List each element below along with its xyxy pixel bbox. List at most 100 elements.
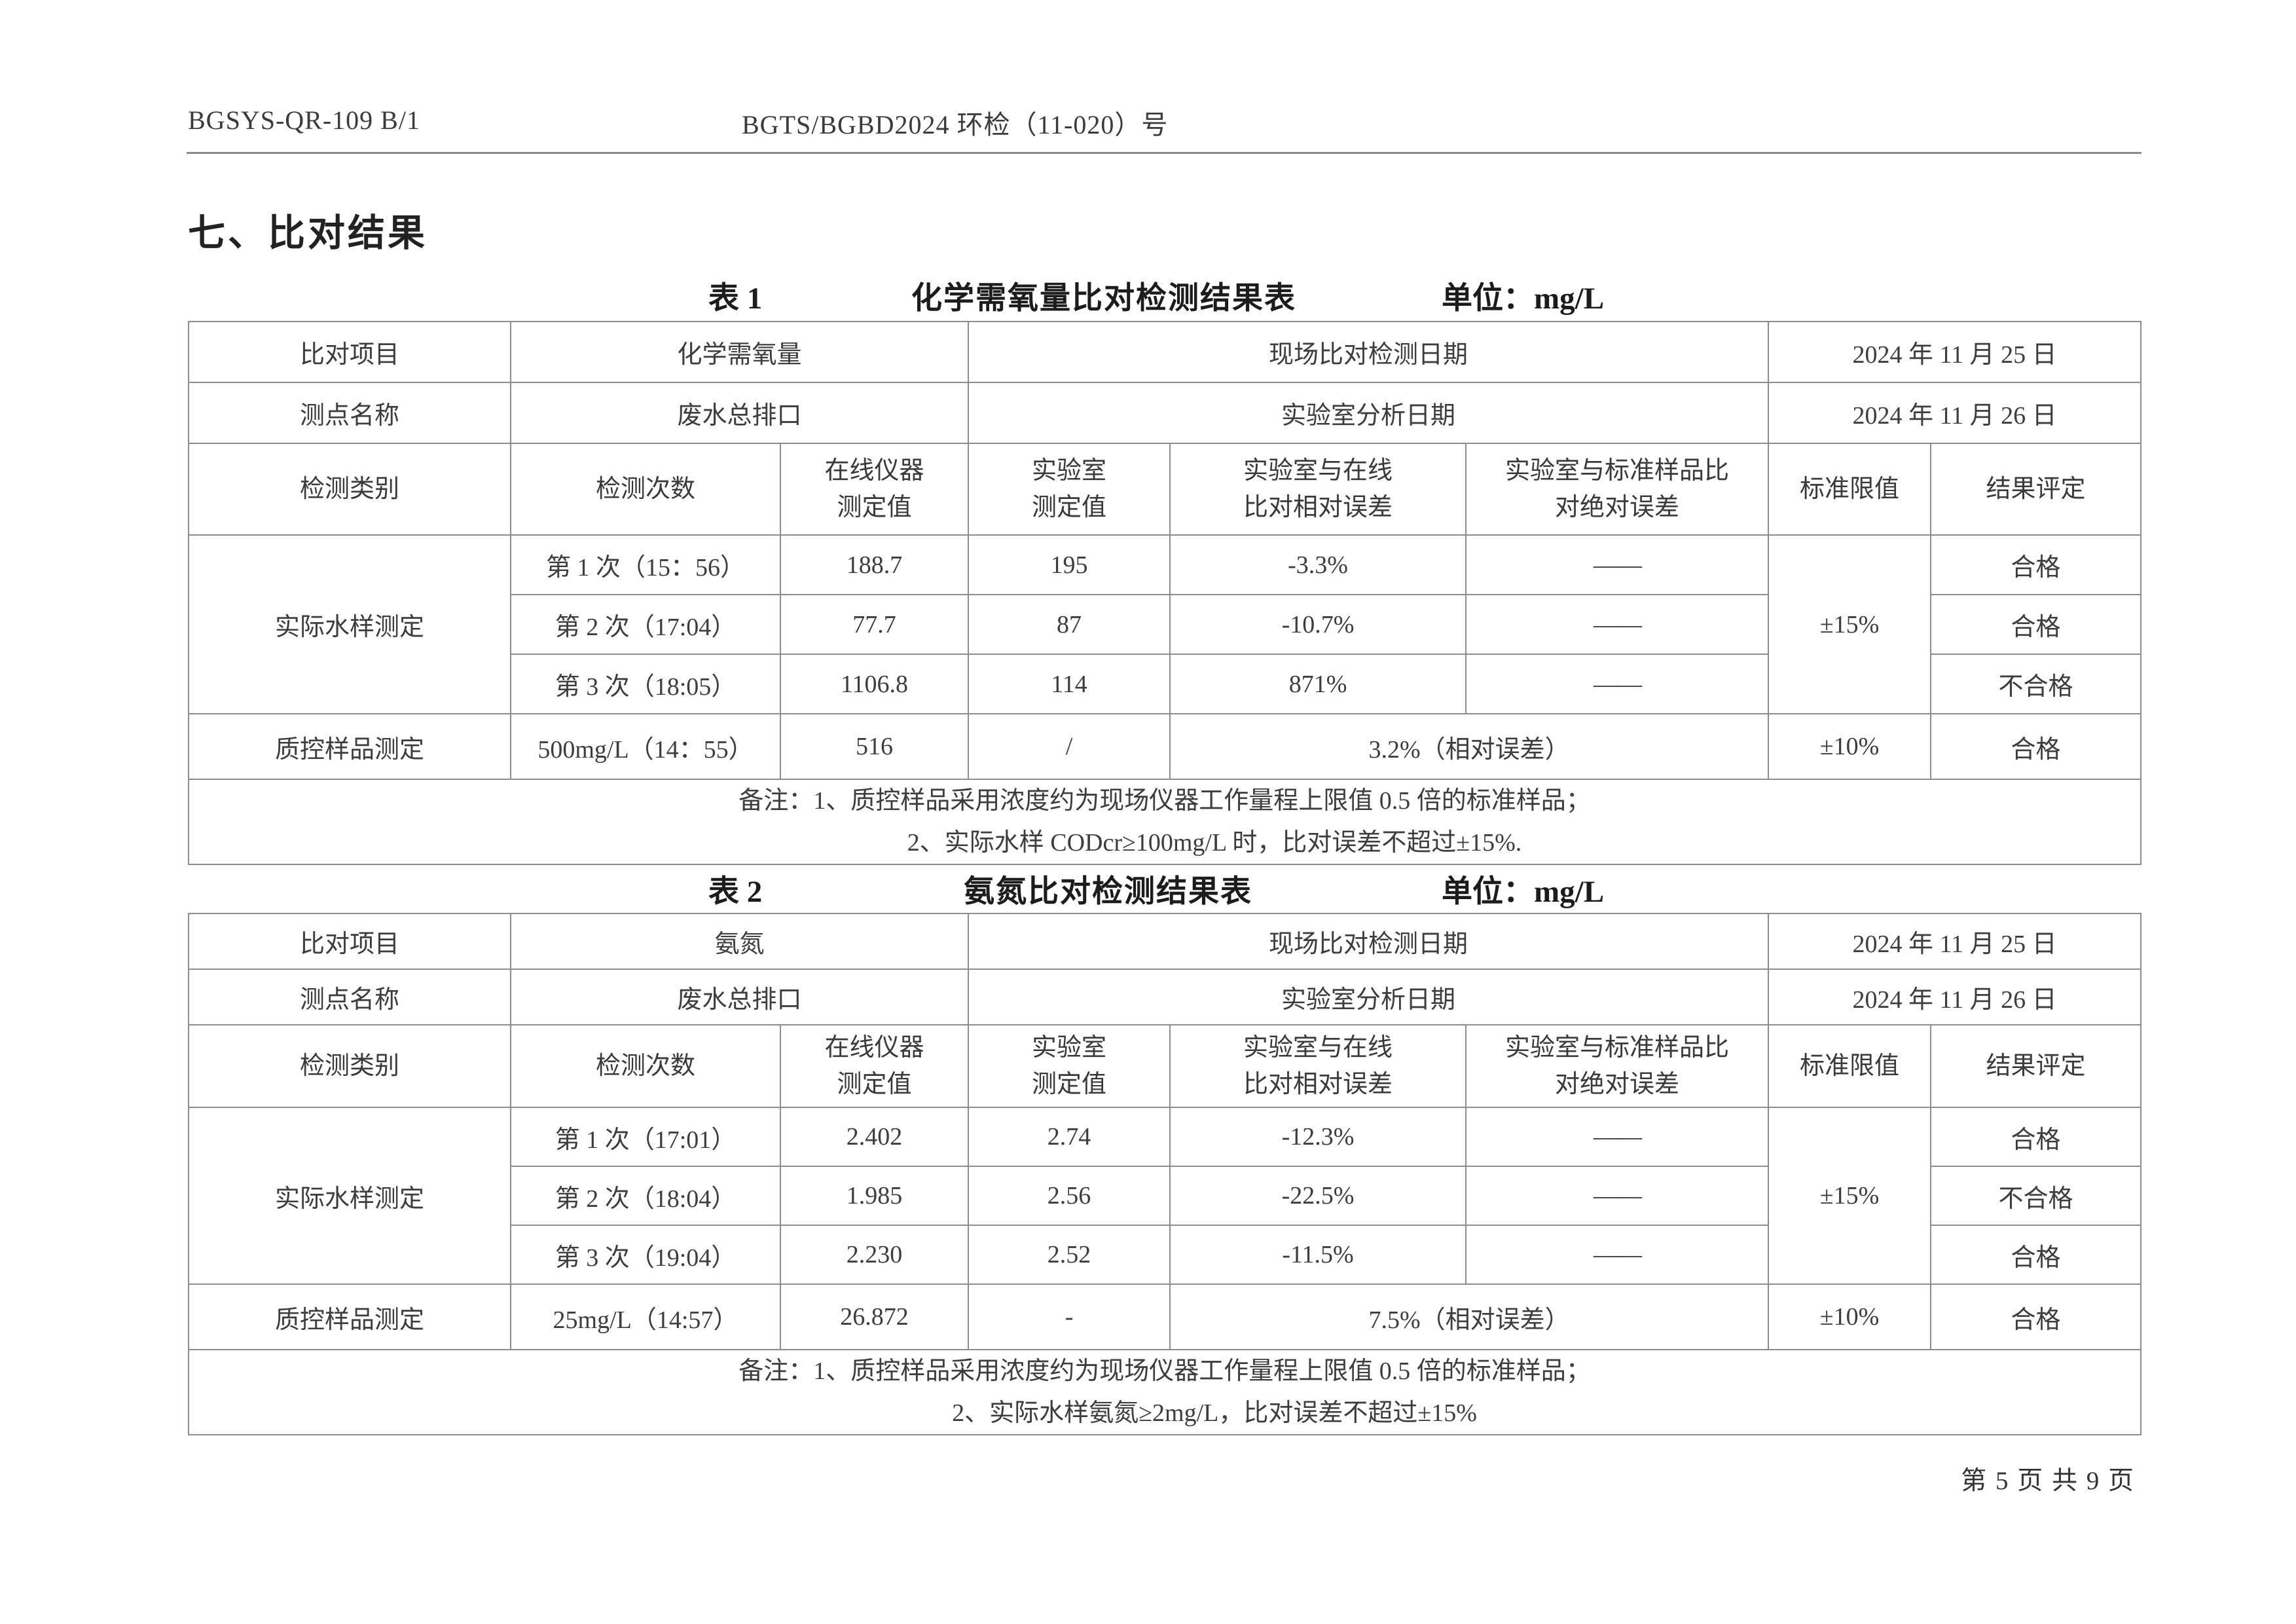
info-date: 2024 年 11 月 26 日 xyxy=(1768,382,2142,444)
ammonia-comparison-table: 比对项目 氨氮 现场比对检测日期 2024 年 11 月 25 日 测点名称 废… xyxy=(187,913,2142,1435)
cell-result: 合格 xyxy=(1930,713,2142,780)
info-date: 2024 年 11 月 26 日 xyxy=(1768,969,2142,1025)
info-value: 氨氮 xyxy=(509,913,970,970)
cell-online-value: 1106.8 xyxy=(779,654,970,714)
cell-relative-error: -11.5% xyxy=(1169,1225,1467,1285)
cell-seq: 第 1 次（15：56） xyxy=(510,534,781,595)
cell-seq: 第 3 次（19:04） xyxy=(510,1225,781,1285)
cell-absolute-error: —— xyxy=(1465,594,1770,655)
group-label: 质控样品测定 xyxy=(188,713,511,780)
cell-lab-value: 2.74 xyxy=(968,1107,1171,1167)
table-row: 实际水样测定 第 1 次（15：56） 188.7 195 -3.3% —— ±… xyxy=(188,534,2142,714)
column-header: 实验室与在线 比对相对误差 xyxy=(1169,443,1467,536)
cell-absolute-error: —— xyxy=(1465,1107,1770,1167)
table2-caption-unit: 单位：mg/L xyxy=(1442,875,1605,909)
table1-caption-title: 化学需氧量比对检测结果表 xyxy=(911,282,1296,316)
group-label: 质控样品测定 xyxy=(188,1283,511,1350)
info-label: 现场比对检测日期 xyxy=(968,913,1770,970)
column-header: 在线仪器 测定值 xyxy=(779,443,970,536)
table2-caption: 表 2 氨氮比对检测结果表 单位：mg/L xyxy=(188,866,2140,909)
info-label: 比对项目 xyxy=(188,321,511,383)
info-value: 废水总排口 xyxy=(509,969,970,1025)
info-value: 废水总排口 xyxy=(509,382,970,444)
cell-standard-limit: ±10% xyxy=(1768,713,1932,780)
cell-seq: 第 2 次（18:04） xyxy=(510,1166,781,1226)
cell-relative-error: -3.3% xyxy=(1169,534,1467,595)
cell-online-value: 2.230 xyxy=(779,1225,970,1285)
cell-result: 合格 xyxy=(1930,534,2142,595)
cell-result: 合格 xyxy=(1930,594,2142,655)
section-title: 七、比对结果 xyxy=(188,213,428,254)
cell-lab-value: 195 xyxy=(968,534,1171,595)
table-row: 第 2 次（17:04） 77.7 87 -10.7% —— 合格 xyxy=(189,594,2142,655)
cell-online-value: 77.7 xyxy=(779,594,970,655)
table-row: 实际水样测定 第 1 次（17:01） 2.402 2.74 -12.3% ——… xyxy=(188,1107,2142,1285)
table-notes: 备注：1、质控样品采用浓度约为现场仪器工作量程上限值 0.5 倍的标准样品； 2… xyxy=(187,1349,2142,1435)
cell-relative-error: 871% xyxy=(1169,654,1467,714)
cell-absolute-error: —— xyxy=(1465,1225,1770,1285)
column-header: 检测类别 xyxy=(188,1024,511,1108)
table-header-row: 检测类别 检测次数 在线仪器 测定值 实验室 测定值 实验室与在线 比对相对误差… xyxy=(188,1024,2142,1108)
cell-lab-value: 2.56 xyxy=(968,1166,1171,1226)
column-header: 检测类别 xyxy=(188,443,511,536)
column-header: 标准限值 xyxy=(1768,1024,1932,1108)
column-header: 实验室与标准样品比 对绝对误差 xyxy=(1465,443,1770,536)
table-row: 测点名称 废水总排口 实验室分析日期 2024 年 11 月 26 日 xyxy=(188,969,2142,1025)
table-row: 比对项目 化学需氧量 现场比对检测日期 2024 年 11 月 25 日 xyxy=(188,321,2142,383)
header-divider xyxy=(187,152,2141,154)
table1-caption: 表 1 化学需氧量比对检测结果表 单位：mg/L xyxy=(188,272,2140,316)
table1-caption-label: 表 1 xyxy=(708,282,763,316)
column-header: 检测次数 xyxy=(510,443,781,536)
cell-lab-value: 114 xyxy=(968,654,1171,714)
cell-standard-limit: ±15% xyxy=(1768,1107,1932,1285)
cell-result: 合格 xyxy=(1930,1107,2142,1167)
cell-seq: 第 2 次（17:04） xyxy=(510,594,781,655)
cell-seq: 第 1 次（17:01） xyxy=(510,1107,781,1167)
table-header-row: 检测类别 检测次数 在线仪器 测定值 实验室 测定值 实验室与在线 比对相对误差… xyxy=(188,443,2142,536)
info-label: 现场比对检测日期 xyxy=(968,321,1770,383)
note-line: 2、实际水样氨氮≥2mg/L，比对误差不超过±15% xyxy=(952,1399,1477,1427)
note-line: 备注：1、质控样品采用浓度约为现场仪器工作量程上限值 0.5 倍的标准样品； xyxy=(738,1357,1591,1385)
cell-standard-limit: ±15% xyxy=(1768,534,1932,714)
table-notes: 备注：1、质控样品采用浓度约为现场仪器工作量程上限值 0.5 倍的标准样品； 2… xyxy=(187,779,2142,865)
cod-comparison-table: 比对项目 化学需氧量 现场比对检测日期 2024 年 11 月 25 日 测点名… xyxy=(187,321,2142,865)
group-label: 实际水样测定 xyxy=(188,1107,511,1285)
table2-caption-title: 氨氮比对检测结果表 xyxy=(964,875,1252,909)
cell-lab-value: - xyxy=(968,1283,1171,1350)
page-number: 第 5 页 共 9 页 xyxy=(1961,1467,2135,1495)
cell-seq: 第 3 次（18:05） xyxy=(510,654,781,714)
column-header: 在线仪器 测定值 xyxy=(779,1024,970,1108)
table-row: 第 3 次（18:05） 1106.8 114 871% —— 不合格 xyxy=(189,654,2142,714)
qc-sample-row: 质控样品测定 500mg/L（14：55） 516 / 3.2%（相对误差） ±… xyxy=(188,713,2142,780)
cell-absolute-error: —— xyxy=(1465,534,1770,595)
notes-row: 备注：1、质控样品采用浓度约为现场仪器工作量程上限值 0.5 倍的标准样品； 2… xyxy=(187,1349,2142,1435)
group-label: 实际水样测定 xyxy=(188,534,511,714)
document-code: BGSYS-QR-109 B/1 xyxy=(188,105,420,135)
column-header: 实验室 测定值 xyxy=(968,443,1171,536)
cell-online-value: 2.402 xyxy=(779,1107,970,1167)
cell-result: 不合格 xyxy=(1930,1166,2142,1226)
cell-lab-value: 2.52 xyxy=(968,1225,1171,1285)
column-header: 结果评定 xyxy=(1930,443,2142,536)
cell-lab-value: / xyxy=(968,713,1171,780)
info-label: 测点名称 xyxy=(188,382,511,444)
cell-seq: 25mg/L（14:57） xyxy=(510,1283,781,1350)
report-number: BGTS/BGBD2024 环检（11-020）号 xyxy=(742,110,1169,139)
cell-absolute-error: —— xyxy=(1465,1166,1770,1226)
notes-row: 备注：1、质控样品采用浓度约为现场仪器工作量程上限值 0.5 倍的标准样品； 2… xyxy=(187,779,2142,865)
info-label: 比对项目 xyxy=(188,913,511,970)
info-label: 实验室分析日期 xyxy=(968,382,1770,444)
table-row: 第 3 次（19:04） 2.230 2.52 -11.5% —— 合格 xyxy=(189,1225,2142,1285)
cell-relative-error: 3.2%（相对误差） xyxy=(1169,713,1770,780)
table-row: 第 2 次（18:04） 1.985 2.56 -22.5% —— 不合格 xyxy=(189,1166,2142,1226)
cell-lab-value: 87 xyxy=(968,594,1171,655)
cell-absolute-error: —— xyxy=(1465,654,1770,714)
cell-relative-error: -12.3% xyxy=(1169,1107,1467,1167)
table2-caption-label: 表 2 xyxy=(708,875,763,909)
cell-standard-limit: ±10% xyxy=(1768,1283,1932,1350)
info-value: 化学需氧量 xyxy=(509,321,970,383)
cell-online-value: 516 xyxy=(779,713,970,780)
cell-seq: 500mg/L（14：55） xyxy=(510,713,781,780)
table1-caption-unit: 单位：mg/L xyxy=(1442,282,1605,316)
note-line: 2、实际水样 CODcr≥100mg/L 时，比对误差不超过±15%. xyxy=(907,829,1522,857)
